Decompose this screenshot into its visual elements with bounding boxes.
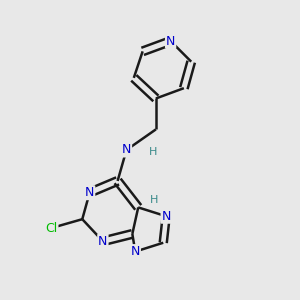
- Text: N: N: [130, 245, 140, 258]
- Text: N: N: [85, 186, 94, 199]
- Text: N: N: [122, 143, 131, 157]
- Text: H: H: [149, 147, 157, 157]
- Text: Cl: Cl: [45, 221, 58, 235]
- Text: N: N: [98, 235, 108, 248]
- Text: N: N: [161, 210, 171, 223]
- Text: N: N: [166, 34, 175, 48]
- Text: H: H: [150, 195, 159, 205]
